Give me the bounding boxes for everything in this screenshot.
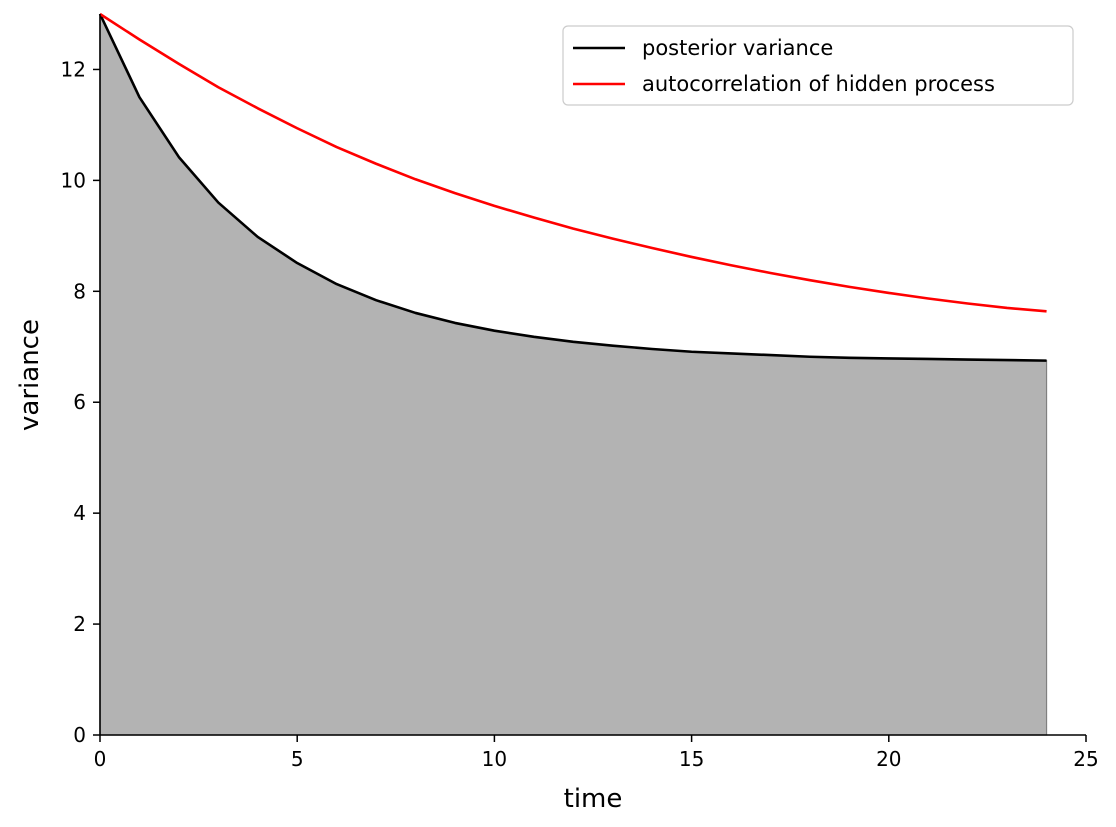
x-tick-label: 25 bbox=[1073, 747, 1098, 771]
autocorrelation-line bbox=[99, 12, 1047, 313]
x-tick-label: 0 bbox=[94, 747, 107, 771]
x-tick-label: 20 bbox=[876, 747, 901, 771]
legend-label: autocorrelation of hidden process bbox=[642, 72, 995, 96]
posterior-variance-line bbox=[98, 13, 1047, 362]
y-tick-label: 6 bbox=[73, 390, 86, 414]
y-tick-label: 0 bbox=[73, 723, 86, 747]
y-tick-label: 12 bbox=[61, 57, 86, 81]
x-tick-label: 5 bbox=[291, 747, 304, 771]
axes: 0 5 10 15 20 25 0 2 4 6 8 10 12 bbox=[61, 14, 1099, 771]
posterior-variance-area bbox=[99, 13, 1048, 736]
x-tick-label: 15 bbox=[679, 747, 704, 771]
x-axis-label: time bbox=[564, 784, 623, 814]
y-axis-label: variance bbox=[15, 319, 45, 431]
y-tick-label: 2 bbox=[73, 612, 86, 636]
y-tick-label: 8 bbox=[73, 279, 86, 303]
legend-box bbox=[562, 25, 1074, 106]
y-tick-label: 4 bbox=[73, 501, 86, 525]
legend-label: posterior variance bbox=[642, 36, 833, 60]
plot-area bbox=[98, 12, 1048, 736]
legend: posterior variance autocorrelation of hid… bbox=[562, 25, 1074, 106]
y-tick-label: 10 bbox=[61, 168, 86, 192]
x-tick-label: 10 bbox=[482, 747, 507, 771]
